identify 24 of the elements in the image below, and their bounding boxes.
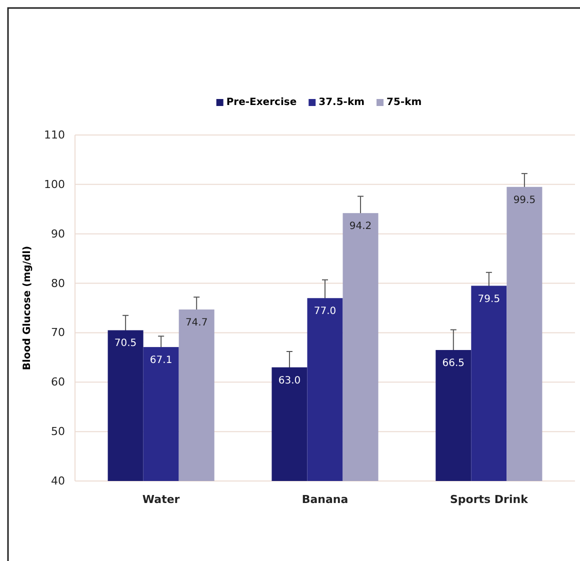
- x-tick-label: Banana: [302, 492, 348, 506]
- x-tick-label: Water: [142, 492, 180, 506]
- y-tick-label: 80: [51, 276, 65, 290]
- data-label: 79.5: [478, 294, 500, 305]
- y-axis-title: Blood Glucose (mg/dl): [22, 246, 33, 370]
- y-tick-label: 100: [44, 178, 65, 191]
- y-tick-label: 70: [51, 326, 65, 340]
- data-label: 66.5: [442, 358, 465, 370]
- legend-label: Pre-Exercise: [226, 97, 297, 108]
- y-tick-label: 50: [51, 425, 65, 438]
- y-tick-label: 90: [51, 227, 65, 240]
- data-label: 99.5: [513, 194, 536, 206]
- data-label: 70.5: [114, 338, 137, 350]
- data-label: 67.1: [150, 355, 172, 366]
- data-label: 74.7: [185, 317, 208, 328]
- y-tick-label: 60: [51, 376, 65, 389]
- data-label: 63.0: [278, 375, 301, 386]
- data-label: 77.0: [314, 306, 336, 318]
- legend-label: 75-km: [386, 97, 422, 108]
- legend-label: 37.5-km: [318, 97, 365, 108]
- y-tick-label: 40: [51, 474, 65, 488]
- y-tick-label: 110: [44, 128, 65, 142]
- data-label: 94.2: [349, 221, 372, 232]
- x-tick-label: Sports Drink: [450, 492, 529, 506]
